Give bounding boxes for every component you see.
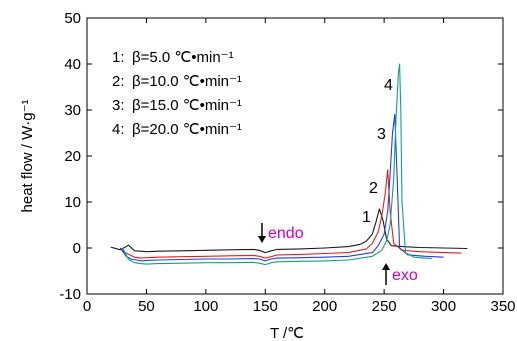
series-layer	[110, 63, 468, 266]
x-tick-label: 350	[490, 298, 515, 315]
legend-index-3: 3:	[112, 97, 125, 114]
y-tick-label: 30	[64, 102, 81, 119]
legend-label-2: β=10.0 ℃•min⁻¹	[132, 73, 242, 90]
endo-label: endo	[268, 225, 304, 242]
exo-arrowhead-icon	[382, 263, 390, 270]
y-tick-label: 40	[64, 56, 81, 73]
x-tick-label: 200	[312, 298, 337, 315]
y-tick-label: 10	[64, 194, 81, 211]
series-line-2	[119, 169, 462, 259]
y-tick-label: -10	[59, 286, 81, 303]
legend-label-3: β=15.0 ℃•min⁻¹	[132, 97, 242, 114]
legend-index-1: 1:	[112, 49, 125, 66]
y-tick-label: 50	[64, 10, 81, 27]
legend-label-1: β=5.0 ℃•min⁻¹	[132, 49, 234, 66]
x-axis-title: T /℃	[270, 325, 304, 341]
legend-label-4: β=20.0 ℃•min⁻¹	[132, 121, 242, 138]
y-axis-title: heat flow / W·g⁻¹	[19, 100, 36, 213]
x-tick-label: 250	[372, 298, 397, 315]
curve-label-1: 1	[362, 209, 371, 226]
series-line-3	[119, 114, 444, 262]
x-tick-label: 100	[193, 298, 218, 315]
x-tick-label: 0	[83, 298, 91, 315]
legend-index-2: 2:	[112, 73, 125, 90]
legend: 1: β=5.0 ℃•min⁻¹ 2: β=10.0 ℃•min⁻¹ 3: β=…	[112, 49, 242, 138]
exo-label: exo	[392, 267, 418, 284]
curve-label-2: 2	[369, 180, 378, 197]
endo-arrowhead-icon	[258, 236, 266, 243]
series-line-4	[122, 63, 432, 266]
x-tick-label: 50	[138, 298, 155, 315]
legend-index-4: 4:	[112, 121, 125, 138]
curve-label-4: 4	[384, 77, 393, 94]
x-tick-label: 300	[431, 298, 456, 315]
y-tick-label: 20	[64, 148, 81, 165]
curve-label-3: 3	[377, 126, 386, 143]
endo-annotation: endo	[258, 223, 304, 243]
exo-annotation: exo	[382, 263, 418, 285]
x-tick-label: 150	[253, 298, 278, 315]
y-tick-label: 0	[73, 240, 81, 257]
